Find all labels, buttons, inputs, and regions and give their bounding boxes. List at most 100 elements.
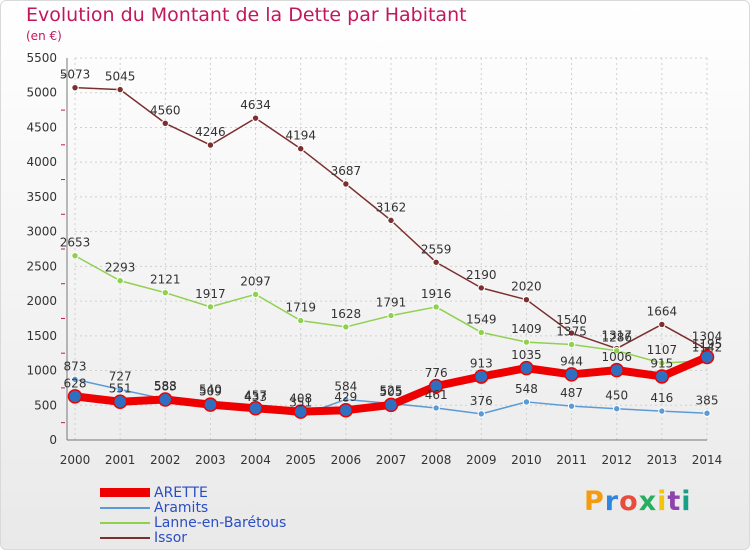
data-point-issor: [658, 320, 666, 329]
data-label-issor: 4194: [285, 129, 316, 143]
axis-layer: 0 500 1000 1500 2000 2500 3000 3500 4000 4500 5000…: [26, 51, 722, 467]
x-tick-label: 2006: [331, 453, 362, 467]
data-point-arette: [474, 369, 489, 384]
y-tick-label: 2000: [26, 294, 57, 308]
series-layer: [67, 83, 715, 420]
data-point-lanne-en-baretous: [387, 311, 395, 320]
data-point-arette: [248, 401, 263, 416]
legend: ARETTE Aramits Lanne-en-Barétous Issor: [100, 484, 287, 546]
data-label-aramits: 461: [425, 388, 448, 402]
data-point-issor: [116, 85, 124, 94]
y-tick-label: 1500: [26, 329, 57, 343]
data-label-lanne-en-baretous: 1107: [647, 343, 678, 357]
chart-title: Evolution du Montant de la Dette par Hab…: [26, 4, 467, 26]
legend-swatch: [100, 536, 150, 539]
data-label-issor: 1304: [692, 329, 723, 343]
x-tick-label: 2000: [60, 453, 91, 467]
data-label-aramits: 727: [109, 370, 132, 384]
data-label-issor: 2190: [466, 268, 497, 282]
data-label-arette: 429: [334, 390, 357, 404]
data-point-lanne-en-baretous: [71, 252, 79, 260]
data-label-lanne-en-baretous: 1549: [466, 312, 497, 326]
y-tick-label: 3500: [26, 190, 57, 204]
y-tick-label: 1000: [26, 364, 57, 378]
logo-letter: P: [584, 486, 605, 517]
data-point-aramits: [342, 395, 350, 404]
data-label-lanne-en-baretous: 1286: [601, 331, 632, 345]
data-point-issor: [161, 119, 169, 127]
data-point-arette: [564, 367, 579, 382]
data-point-arette: [609, 362, 624, 378]
data-label-lanne-en-baretous: 2293: [105, 261, 136, 275]
data-point-arette: [67, 389, 83, 404]
data-label-issor: 1540: [556, 313, 587, 327]
data-label-aramits: 416: [650, 391, 673, 405]
data-point-lanne-en-baretous: [251, 290, 260, 299]
data-point-issor: [432, 258, 440, 266]
data-label-issor: 4560: [150, 103, 181, 117]
data-point-arette: [654, 369, 670, 384]
logo-letter: t: [667, 486, 682, 517]
logo-letter: o: [619, 486, 639, 517]
data-label-arette: 505: [380, 385, 403, 399]
legend-label: Lanne-en-Barétous: [154, 514, 287, 531]
data-point-aramits: [477, 410, 485, 418]
x-tick-label: 2002: [150, 453, 181, 467]
data-label-lanne-en-baretous: 1791: [376, 296, 407, 310]
data-point-issor: [297, 145, 305, 153]
data-label-arette: 915: [650, 356, 673, 370]
logo-letter: r: [604, 486, 620, 517]
data-label-aramits: 450: [605, 389, 628, 403]
legend-swatch: [100, 488, 150, 497]
data-point-aramits: [522, 398, 531, 406]
data-point-aramits: [703, 409, 711, 417]
data-label-lanne-en-baretous: 1142: [692, 341, 723, 355]
legend-label: ARETTE: [154, 484, 208, 501]
data-point-arette: [112, 394, 128, 409]
data-label-arette: 551: [109, 382, 132, 396]
data-point-issor: [71, 83, 79, 92]
data-point-lanne-en-baretous: [206, 303, 215, 311]
chart-subtitle: (en €): [26, 29, 62, 43]
data-label-arette: 944: [560, 354, 583, 368]
data-label-arette: 1195: [692, 337, 723, 351]
legend-swatch: [100, 521, 150, 524]
data-label-lanne-en-baretous: 1719: [285, 301, 316, 315]
data-point-lanne-en-baretous: [567, 340, 576, 349]
data-label-arette: 776: [425, 366, 448, 380]
data-label-lanne-en-baretous: 2121: [150, 273, 181, 287]
logo-letter: i: [681, 486, 692, 517]
data-point-aramits: [71, 375, 79, 384]
data-point-issor: [477, 284, 485, 292]
legend-item: Aramits: [100, 500, 286, 516]
data-point-lanne-en-baretous: [522, 338, 531, 346]
data-point-aramits: [432, 404, 440, 412]
data-point-lanne-en-baretous: [297, 316, 305, 325]
proxiti-logo: Proxiti: [584, 486, 692, 517]
data-label-issor: 4246: [195, 125, 226, 139]
y-tick-label: 2500: [26, 259, 57, 273]
data-label-arette: 1035: [511, 348, 542, 362]
data-point-aramits: [116, 385, 124, 394]
x-tick-label: 2014: [692, 453, 723, 467]
data-point-arette: [158, 392, 173, 407]
data-label-layer: 628 551 583 509 457 408 429 505 776 913 1035 944 100…: [60, 68, 723, 410]
data-point-lanne-en-baretous: [432, 303, 440, 311]
data-label-lanne-en-baretous: 1916: [421, 287, 452, 301]
data-label-lanne-en-baretous: 1628: [331, 307, 362, 321]
data-point-aramits: [613, 405, 621, 413]
data-label-aramits: 351: [289, 396, 312, 410]
x-tick-label: 2008: [421, 453, 452, 467]
x-tick-label: 2012: [601, 453, 632, 467]
data-label-lanne-en-baretous: 1375: [556, 325, 587, 339]
data-label-lanne-en-baretous: 2653: [60, 236, 91, 250]
x-tick-label: 2007: [376, 453, 407, 467]
data-label-aramits: 540: [199, 382, 222, 396]
x-tick-label: 2011: [556, 453, 587, 467]
data-label-aramits: 584: [334, 379, 357, 393]
grid-layer: [74, 57, 708, 440]
data-point-arette: [203, 397, 218, 412]
data-point-issor: [206, 141, 215, 149]
